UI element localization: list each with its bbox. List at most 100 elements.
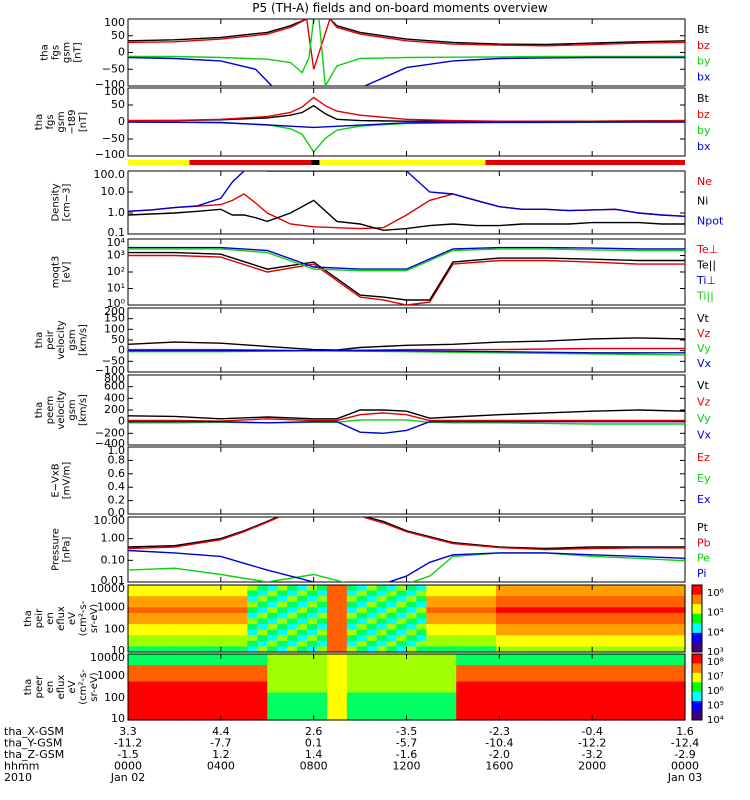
y-axis-label-line: [mV/m]	[62, 462, 73, 500]
spectrogram-cell	[436, 624, 447, 631]
spectrogram-cell	[277, 646, 288, 653]
spectrogram-cell	[535, 654, 547, 661]
y-axis-label-line: [eV]	[62, 262, 73, 283]
spectrogram-cell	[466, 654, 477, 661]
spectrogram-cell	[466, 714, 477, 721]
spectrogram-cell	[366, 618, 378, 625]
legend-entry: Te||	[696, 259, 716, 272]
legend-entry: Vz	[697, 327, 711, 340]
panel-frame	[127, 307, 686, 373]
spectrogram-cell	[307, 624, 318, 631]
spectrogram-cell	[207, 590, 219, 597]
spectrogram-cell	[237, 629, 248, 636]
spectrogram-cell	[277, 590, 288, 597]
y-tick-label: 10.0	[101, 185, 126, 198]
spectrogram-cell	[267, 629, 278, 636]
spectrogram-cell	[346, 624, 358, 631]
spectrogram-cell	[645, 635, 656, 642]
spectrogram-cell	[515, 687, 527, 694]
spectrogram-cell	[446, 635, 457, 642]
spectrogram-cell	[565, 692, 577, 699]
spectrogram-cell	[297, 665, 308, 672]
spectrogram-cell	[456, 607, 467, 614]
spectrogram-cell	[237, 654, 248, 661]
spectrogram-cell	[535, 640, 547, 648]
y-axis-label-line: [km/s]	[78, 324, 89, 356]
spectrogram-cell	[416, 624, 427, 631]
spectrogram-cell	[247, 654, 258, 661]
spectrogram-cell	[147, 624, 159, 631]
spectrogram-cell	[297, 703, 308, 710]
spectrogram-cell	[615, 681, 626, 688]
spectrogram-cell	[615, 590, 626, 597]
spectrogram-cell	[316, 590, 328, 597]
spectrogram-cell	[535, 635, 547, 642]
spectrogram-cell	[585, 654, 597, 661]
spectrogram-cell	[157, 624, 169, 631]
y-axis-label-line: tha	[23, 610, 34, 626]
spectrogram-cell	[515, 681, 527, 688]
spectrogram-cell	[237, 590, 248, 597]
spectrogram-cell	[307, 654, 318, 661]
spectrogram-cell	[247, 590, 258, 597]
y-axis-label-line: velocity	[56, 320, 67, 359]
legend-entry: Ni	[697, 195, 708, 208]
spectrogram-cell	[356, 635, 368, 642]
spectrogram-cell	[297, 659, 308, 666]
spectrogram-cell	[625, 654, 636, 661]
spectrogram-cell	[565, 618, 577, 625]
spectrogram-cell	[307, 629, 318, 636]
legend-entry: by	[697, 124, 711, 137]
spectrogram-cell	[476, 585, 487, 592]
spectrogram-cell	[466, 709, 477, 716]
spectrogram-cell	[655, 703, 666, 710]
spectrogram-cell	[277, 601, 288, 608]
spectrogram-cell	[615, 714, 626, 721]
spectrogram-cell	[257, 590, 268, 597]
y-axis-label: E−VxB [mV/m]	[51, 462, 73, 500]
spectrogram-cell	[177, 590, 189, 597]
y-axis-label: tha peer en eflux eV (cm²-s-sr-eV)	[23, 669, 100, 705]
series-line-bx	[128, 56, 273, 86]
spectrogram-cell	[336, 654, 348, 661]
spectrogram-cell	[486, 585, 497, 592]
spectrogram-cell	[545, 703, 557, 710]
spectrogram-cell	[615, 635, 626, 642]
spectrogram-cell	[565, 670, 577, 677]
y-axis-label-line: eflux	[56, 606, 67, 631]
spectrogram-cell	[376, 596, 388, 603]
spectrogram-cell	[625, 607, 636, 614]
spectrogram-cell	[446, 681, 457, 688]
spectrogram-cell	[446, 601, 457, 608]
spectrogram-cell	[476, 681, 487, 688]
spectrogram-cell	[177, 687, 189, 694]
spectrogram-cell	[197, 618, 209, 625]
spectrogram-cell	[535, 665, 547, 672]
spectrogram-cell	[486, 601, 497, 608]
spectrogram-cell	[366, 676, 378, 683]
spectrogram-cell	[625, 698, 636, 705]
spectrogram-cell	[645, 709, 656, 716]
spectrogram-cell	[287, 709, 298, 716]
spectrogram-cell	[635, 659, 646, 666]
spectrogram-cell	[396, 698, 408, 705]
spectrogram-cell	[496, 601, 507, 608]
spectrogram-cell	[247, 714, 258, 721]
spectrogram-cell	[167, 665, 179, 672]
spectrogram-cell	[436, 692, 447, 699]
spectrogram-cell	[227, 635, 239, 642]
spectrogram-cell	[665, 709, 676, 716]
spectrogram-cell	[396, 624, 408, 631]
spectrogram-cell	[476, 703, 487, 710]
spectrogram-cell	[376, 624, 388, 631]
spectrogram-cell	[167, 629, 179, 636]
y-tick-label: 400	[104, 391, 125, 404]
spectrogram-cell	[625, 659, 636, 666]
spectrogram-cell	[217, 665, 229, 672]
x-axis-value: -5.7	[396, 737, 417, 750]
spectrogram-cell	[416, 629, 427, 636]
spectrogram-cell	[187, 607, 199, 614]
spectrogram-cell	[466, 665, 477, 672]
spectrogram-cell	[565, 659, 577, 666]
spectrogram-cell	[267, 687, 278, 694]
